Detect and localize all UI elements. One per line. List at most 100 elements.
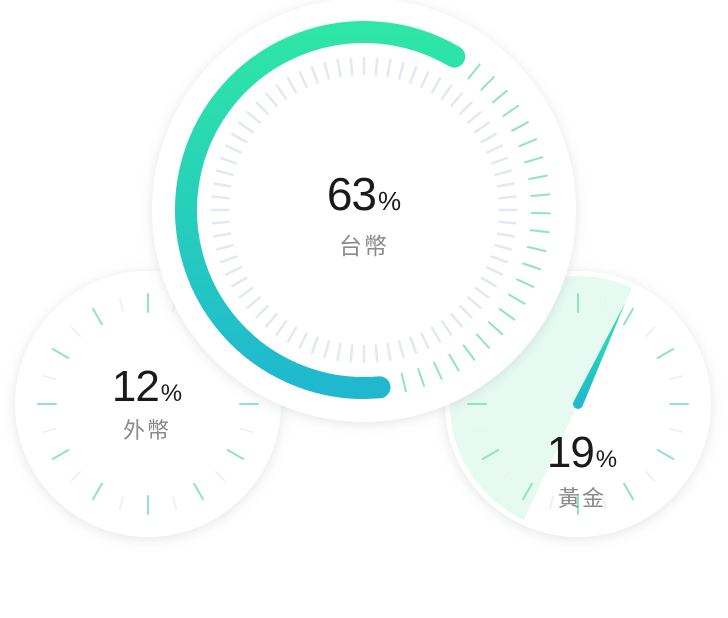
inner-tick [298,332,308,350]
tick [656,348,675,359]
tick [481,449,500,460]
inner-tick [490,255,509,264]
dial-domestic-currency [152,0,576,422]
inner-tick [458,304,473,319]
tick [51,348,70,359]
inner-tick [310,65,319,84]
dial-gold-readout: 19% 黃金 [547,431,617,513]
inner-tick [323,340,331,359]
inner-tick [224,144,242,154]
inner-tick [466,296,482,309]
inner-tick [336,59,342,78]
tick [193,482,204,501]
tick [226,449,245,460]
outer-tick [511,121,529,132]
inner-tick [486,144,504,154]
dial-ticks [37,293,259,515]
tick [522,482,533,501]
inner-tick [336,342,342,361]
outer-tick [433,361,443,380]
inner-tick [215,243,234,251]
inner-tick [323,61,331,80]
tick [92,307,103,326]
inner-tick [494,243,513,251]
minor-tick [644,326,656,338]
outer-tick [515,278,535,288]
inner-tick [213,182,232,188]
inner-tick [474,286,490,299]
outer-tick [487,321,504,336]
percent-sign: % [160,380,183,407]
inner-tick [374,344,379,363]
inner-tick [430,326,442,343]
inner-tick [265,92,278,108]
dial-domestic-readout: 63% 台幣 [327,171,401,261]
minor-tick [601,495,607,510]
minor-tick [42,375,57,381]
minor-tick [601,298,607,313]
inner-tick [409,336,418,355]
inner-tick [490,156,509,165]
percent-sign: % [378,186,402,216]
inner-tick [498,220,517,225]
minor-tick [214,470,226,482]
inner-tick [440,320,453,336]
minor-tick [70,470,82,482]
tick [51,449,70,460]
inner-tick [298,70,308,88]
inner-tick [238,121,254,134]
inner-tick [219,156,238,165]
outer-tick [480,75,495,91]
outer-tick [508,293,526,305]
minor-tick [239,427,254,433]
inner-tick [440,84,453,100]
outer-tick [475,333,490,349]
inner-tick [246,296,262,309]
outer-tick [530,193,551,197]
inner-tick [420,332,430,350]
inner-tick [246,111,262,124]
inner-tick [466,111,482,124]
domestic-percent-value: 63 [326,168,377,220]
gold-needle [573,302,626,409]
inner-tick [275,84,288,100]
inner-tick [420,70,430,88]
gold-percent-value: 19 [546,428,595,477]
inner-tick [286,326,298,343]
inner-tick [397,340,405,359]
inner-tick [211,220,230,225]
inner-tick [349,344,354,363]
inner-tick [213,232,232,238]
inner-tick [286,77,298,94]
inner-tick [255,304,270,319]
tick [92,482,103,501]
inner-tick [486,266,504,276]
outer-tick [502,104,520,118]
foreign-label: 外幣 [122,419,172,444]
inner-tick [238,286,254,299]
inner-tick [224,266,242,276]
tick [623,482,634,501]
inner-tick [349,57,354,76]
minor-tick [171,495,177,510]
inner-tick [231,132,248,144]
minor-tick [119,495,125,510]
inner-tick [215,169,234,177]
dial-foreign-readout: 12% 外幣 [112,365,182,445]
minor-tick [500,470,512,482]
outer-tick [498,307,516,321]
inner-tick [458,101,473,116]
inner-tick [265,312,278,328]
inner-tick [310,336,319,355]
minor-tick [70,326,82,338]
minor-tick [42,427,57,433]
inner-tick [374,57,379,76]
inner-tick [450,92,463,108]
inner-tick [430,77,442,94]
inner-tick [409,65,418,84]
inner-tick [496,182,515,188]
minor-tick [669,375,684,381]
percent-sign: % [595,446,618,473]
minor-tick [472,427,487,433]
inner-tick [496,232,515,238]
